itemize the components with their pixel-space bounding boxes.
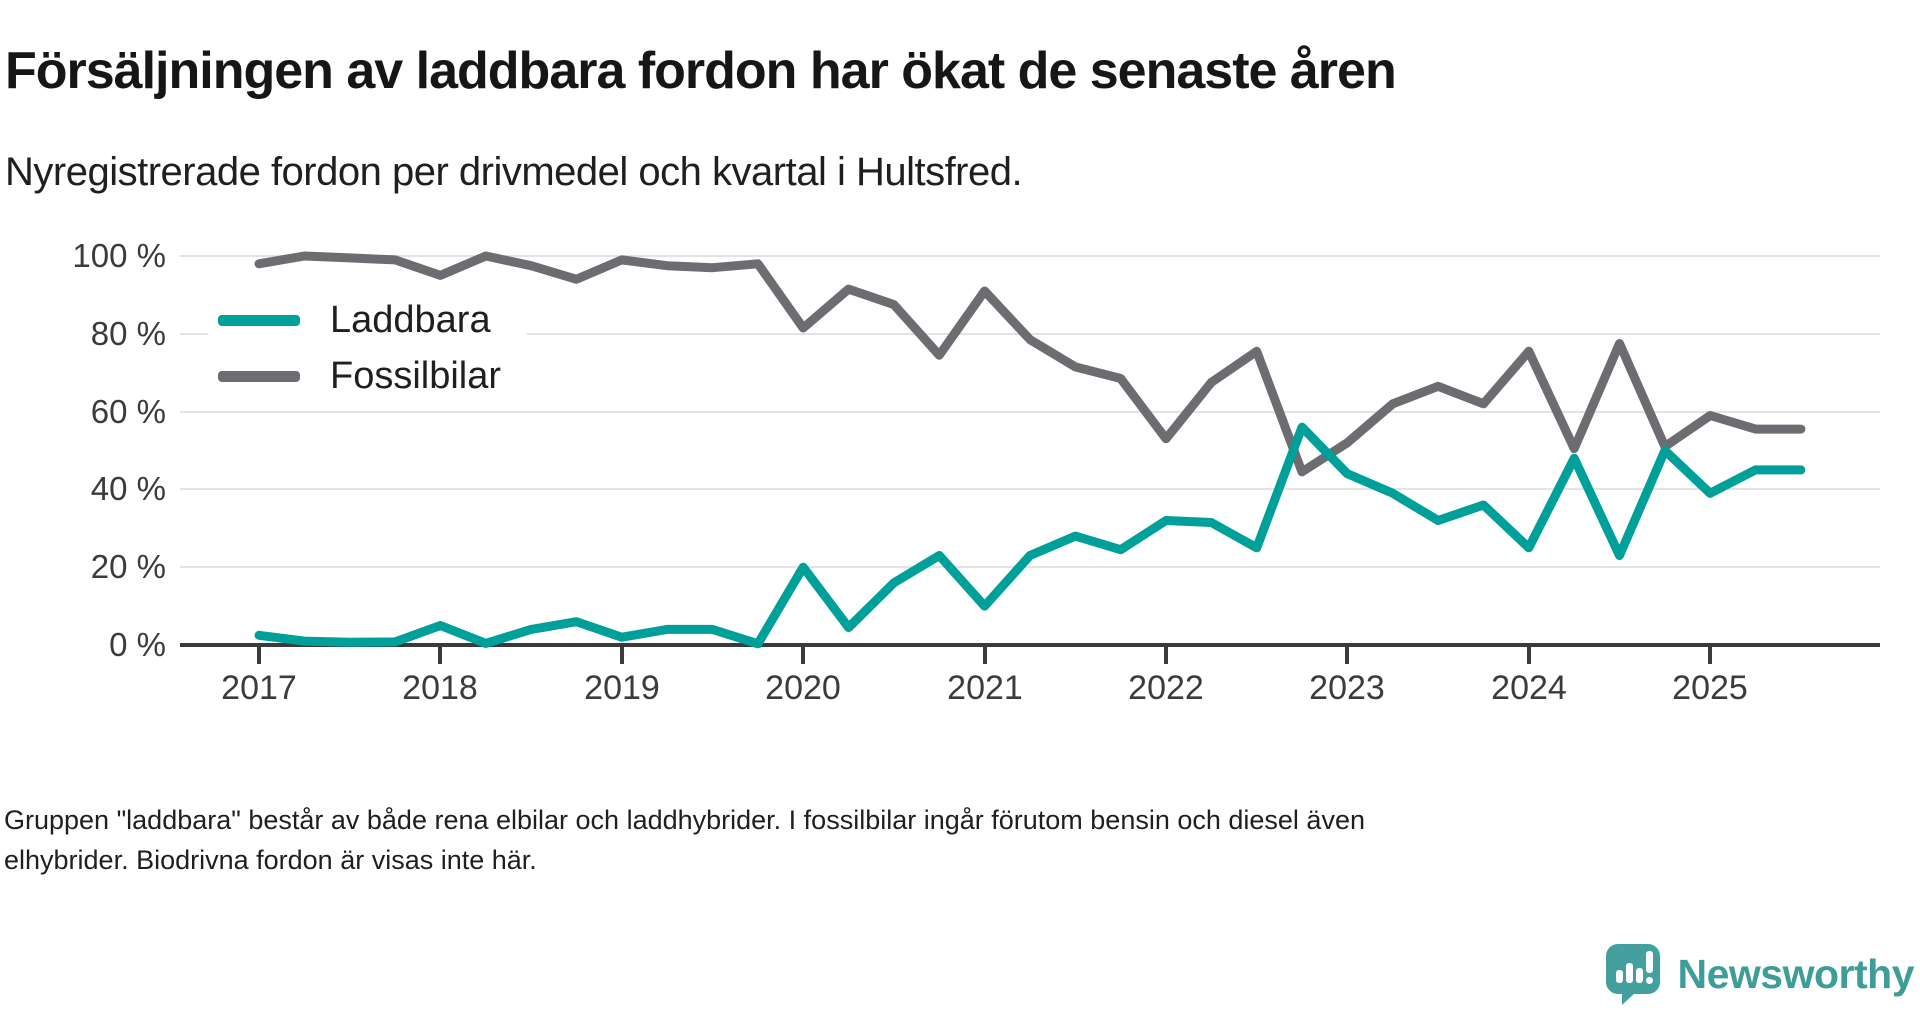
x-tick-2023: [1345, 647, 1349, 664]
x-tick-label-2017: 2017: [221, 669, 297, 707]
chart-subtitle: Nyregistrerade fordon per drivmedel och …: [5, 150, 1023, 194]
y-tick-label-40: 40 %: [90, 470, 166, 507]
x-tick-label-2023: 2023: [1309, 669, 1385, 707]
x-tick-label-2021: 2021: [947, 669, 1023, 707]
x-tick-2018: [438, 647, 442, 664]
x-tick-label-2019: 2019: [584, 669, 660, 707]
x-tick-label-2025: 2025: [1672, 669, 1748, 707]
gridline-60: [180, 411, 1880, 413]
gridline-40: [180, 488, 1880, 490]
newsworthy-logo-icon: [1605, 942, 1662, 1006]
x-tick-label-2022: 2022: [1128, 669, 1204, 707]
legend-row-laddbara: Laddbara: [218, 292, 501, 348]
y-tick-label-20: 20 %: [90, 548, 166, 585]
legend-swatch-fossilbilar: [218, 370, 300, 382]
y-tick-label-100: 100 %: [72, 237, 166, 274]
footnote-line-1: Gruppen "laddbara" består av både rena e…: [4, 805, 1365, 835]
exclamation-icon: [1645, 951, 1653, 973]
y-tick-label-0: 0 %: [109, 626, 166, 663]
gridline-100: [180, 255, 1880, 257]
x-tick-2019: [620, 647, 624, 664]
legend-label-fossilbilar: Fossilbilar: [330, 354, 502, 397]
x-tick-2020: [801, 647, 805, 664]
gridline-20: [180, 566, 1880, 568]
x-tick-label-2018: 2018: [402, 669, 478, 707]
y-tick-label-60: 60 %: [90, 393, 166, 430]
legend: Laddbara Fossilbilar: [208, 288, 528, 410]
x-tick-2021: [983, 647, 987, 664]
x-tick-label-2024: 2024: [1491, 669, 1567, 707]
speech-bubble-tail: [1621, 992, 1636, 1005]
y-tick-label-80: 80 %: [90, 315, 166, 352]
x-axis-line: [180, 643, 1880, 647]
x-tick-2024: [1527, 647, 1531, 664]
legend-row-fossilbilar: Fossilbilar: [218, 348, 501, 404]
laddbara-line: [254, 422, 1806, 649]
x-tick-label-2020: 2020: [765, 669, 841, 707]
chart-title: Försäljningen av laddbara fordon har öka…: [5, 41, 1397, 100]
newsworthy-logo: Newsworthy: [1605, 942, 1915, 1006]
footnote: Gruppen "laddbara" består av både rena e…: [4, 800, 1564, 880]
legend-swatch-laddbara: [218, 314, 300, 326]
legend-label-laddbara: Laddbara: [330, 298, 491, 341]
brand-name: Newsworthy: [1677, 950, 1915, 997]
x-tick-2017: [257, 647, 261, 664]
x-tick-2025: [1708, 647, 1712, 664]
bar-chart-icon: [1615, 970, 1623, 983]
footnote-line-2: elhybrider. Biodrivna fordon är visas in…: [4, 845, 537, 875]
x-tick-2022: [1164, 647, 1168, 664]
fossilbilar-line: [254, 251, 1806, 477]
